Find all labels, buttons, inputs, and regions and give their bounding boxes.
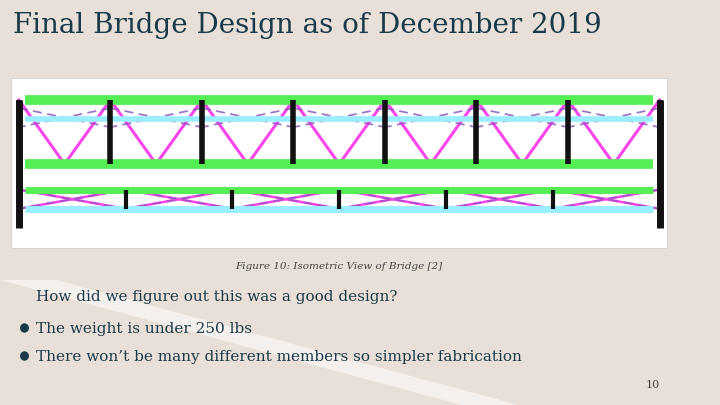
Circle shape — [21, 324, 28, 332]
Circle shape — [21, 352, 28, 360]
Text: How did we figure out this was a good design?: How did we figure out this was a good de… — [36, 290, 397, 304]
Text: The weight is under 250 lbs: The weight is under 250 lbs — [36, 322, 252, 336]
Text: 10: 10 — [645, 380, 660, 390]
Bar — [12, 78, 667, 248]
Text: Figure 10: Isometric View of Bridge [2]: Figure 10: Isometric View of Bridge [2] — [235, 262, 443, 271]
Polygon shape — [0, 280, 518, 405]
Text: Final Bridge Design as of December 2019: Final Bridge Design as of December 2019 — [13, 12, 602, 39]
Text: There won’t be many different members so simpler fabrication: There won’t be many different members so… — [36, 350, 522, 364]
